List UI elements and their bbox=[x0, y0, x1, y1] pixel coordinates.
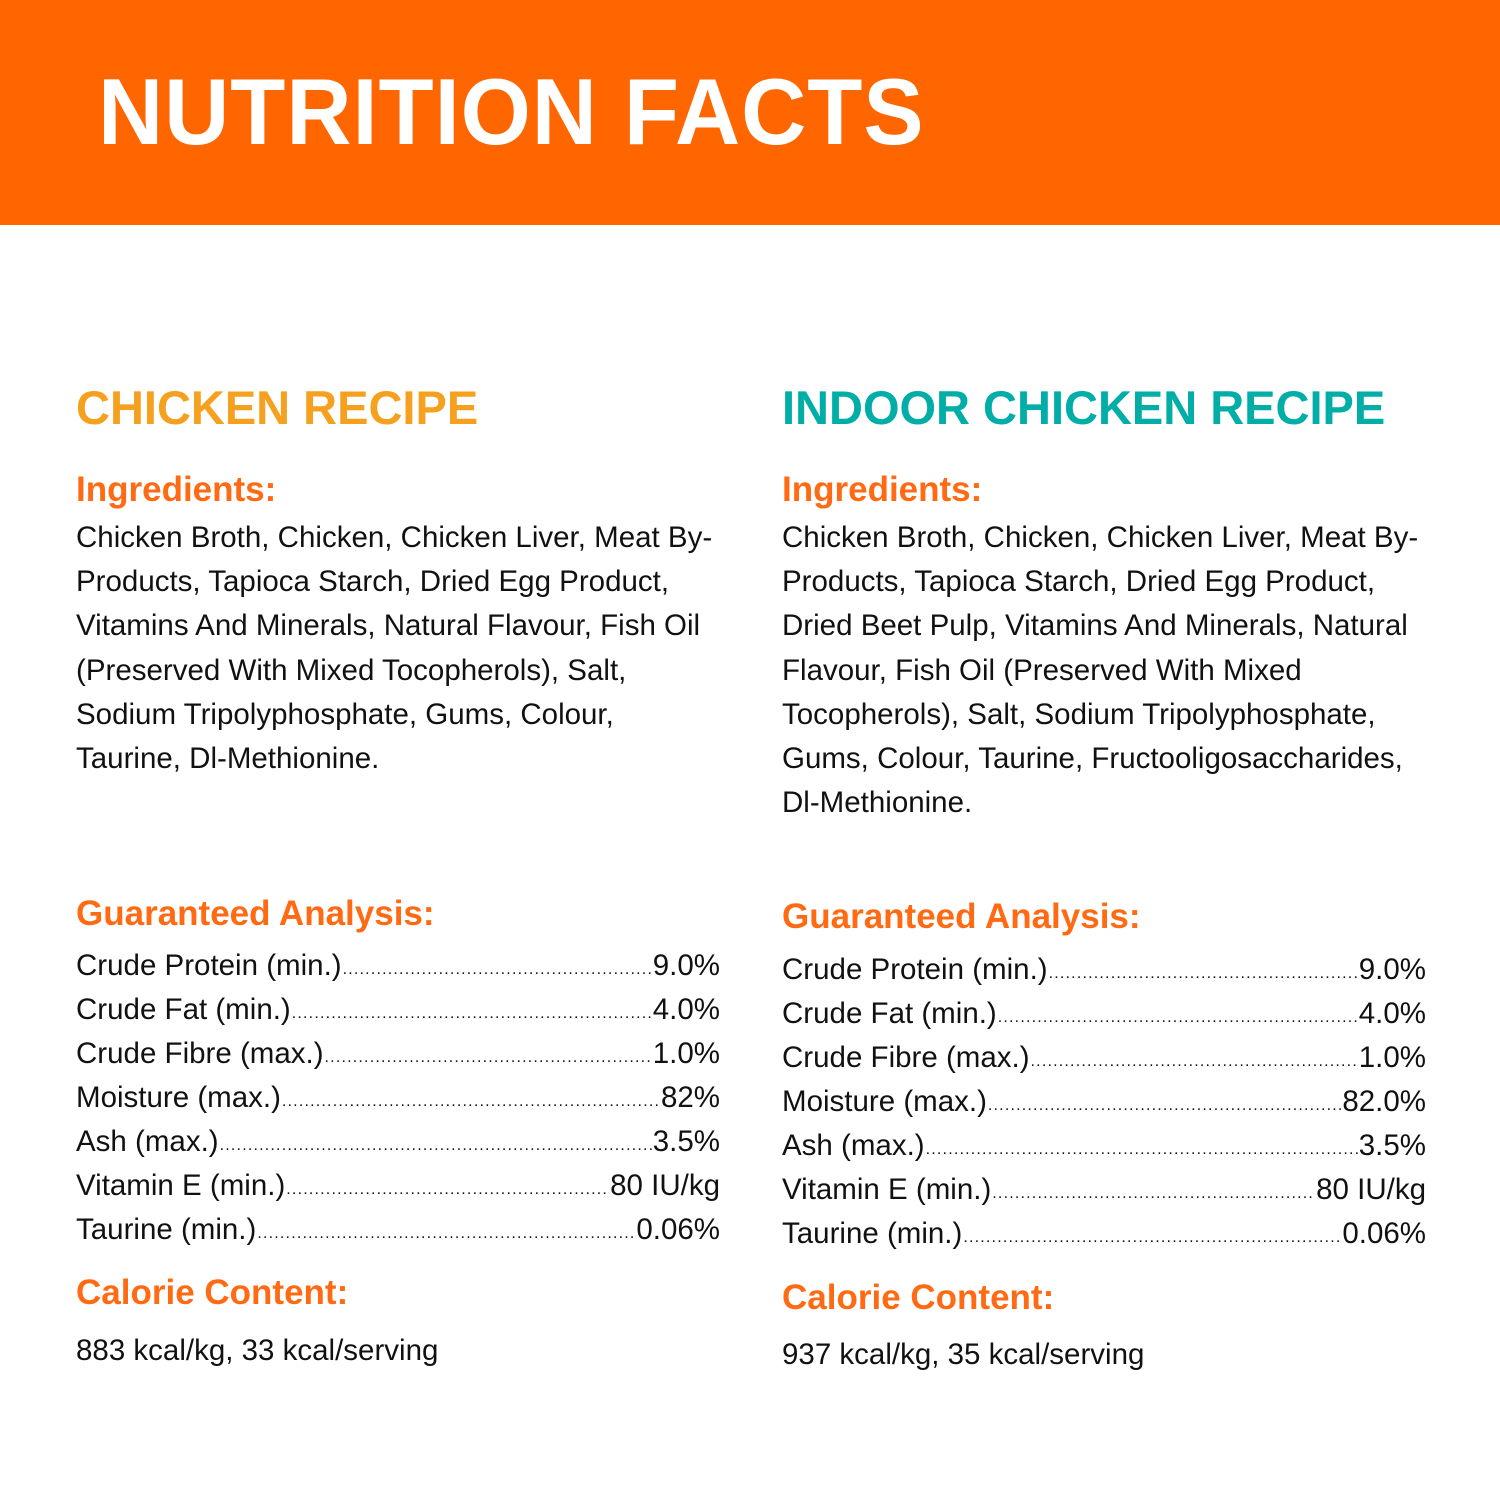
analysis-label: Crude Fibre (max.) bbox=[76, 1037, 324, 1070]
calorie-content-value: 883 kcal/kg, 33 kcal/serving bbox=[76, 1334, 439, 1367]
analysis-label: Vitamin E (min.) bbox=[782, 1173, 992, 1206]
analysis-label: Crude Protein (min.) bbox=[76, 949, 342, 982]
analysis-row: Taurine (min.) .........................… bbox=[76, 1208, 720, 1252]
analysis-value: 82% bbox=[660, 1081, 720, 1114]
leader-dots: ........................................… bbox=[987, 1097, 1342, 1114]
leader-dots: ........................................… bbox=[257, 1225, 636, 1242]
ingredients-heading: Ingredients: bbox=[76, 470, 277, 509]
recipe-title: CHICKEN RECIPE bbox=[76, 381, 479, 434]
analysis-label: Ash (max.) bbox=[782, 1129, 925, 1162]
guaranteed-analysis-list: Crude Protein (min.) ...................… bbox=[782, 948, 1426, 1256]
leader-dots: ........................................… bbox=[342, 961, 652, 978]
calorie-content-heading: Calorie Content: bbox=[782, 1278, 1055, 1317]
guaranteed-analysis-heading: Guaranteed Analysis: bbox=[76, 894, 435, 933]
analysis-row: Moisture (max.) ........................… bbox=[76, 1076, 720, 1120]
leader-dots: ........................................… bbox=[291, 1005, 652, 1022]
analysis-row: Crude Fibre (max.) .....................… bbox=[76, 1032, 720, 1076]
guaranteed-analysis-heading: Guaranteed Analysis: bbox=[782, 897, 1141, 936]
analysis-row: Ash (max.) .............................… bbox=[782, 1124, 1426, 1168]
analysis-value: 0.06% bbox=[1342, 1217, 1426, 1250]
recipe-title: INDOOR CHICKEN RECIPE bbox=[782, 381, 1386, 434]
leader-dots: ........................................… bbox=[281, 1093, 660, 1110]
chicken-recipe-section: CHICKEN RECIPE Ingredients: Chicken Brot… bbox=[76, 378, 726, 1367]
analysis-value: 82.0% bbox=[1342, 1085, 1426, 1118]
leader-dots: ........................................… bbox=[1048, 965, 1358, 982]
analysis-value: 3.5% bbox=[652, 1125, 720, 1158]
analysis-row: Moisture (max.) ........................… bbox=[782, 1080, 1426, 1124]
analysis-label: Taurine (min.) bbox=[782, 1217, 963, 1250]
leader-dots: ........................................… bbox=[1030, 1053, 1358, 1070]
leader-dots: ........................................… bbox=[925, 1141, 1358, 1158]
analysis-label: Moisture (max.) bbox=[76, 1081, 281, 1114]
analysis-value: 4.0% bbox=[1358, 997, 1426, 1030]
analysis-value: 80 IU/kg bbox=[610, 1169, 720, 1202]
ingredients-list: Chicken Broth, Chicken, Chicken Liver, M… bbox=[76, 521, 713, 776]
analysis-value: 3.5% bbox=[1358, 1129, 1426, 1162]
leader-dots: ........................................… bbox=[997, 1009, 1358, 1026]
analysis-label: Crude Fat (min.) bbox=[782, 997, 997, 1030]
analysis-label: Crude Fibre (max.) bbox=[782, 1041, 1030, 1074]
indoor-chicken-recipe-section: INDOOR CHICKEN RECIPE Ingredients: Chick… bbox=[782, 378, 1432, 1371]
analysis-label: Vitamin E (min.) bbox=[76, 1169, 286, 1202]
analysis-row: Crude Protein (min.) ...................… bbox=[76, 944, 720, 988]
analysis-row: Vitamin E (min.) .......................… bbox=[76, 1164, 720, 1208]
leader-dots: ........................................… bbox=[963, 1229, 1342, 1246]
analysis-label: Taurine (min.) bbox=[76, 1213, 257, 1246]
header-banner: NUTRITION FACTS bbox=[0, 0, 1500, 225]
leader-dots: ........................................… bbox=[324, 1049, 652, 1066]
analysis-value: 80 IU/kg bbox=[1316, 1173, 1426, 1206]
analysis-value: 9.0% bbox=[652, 949, 720, 982]
analysis-label: Crude Protein (min.) bbox=[782, 953, 1048, 986]
analysis-row: Crude Fibre (max.) .....................… bbox=[782, 1036, 1426, 1080]
analysis-row: Crude Fat (min.) .......................… bbox=[76, 988, 720, 1032]
page-title: NUTRITION FACTS bbox=[98, 59, 925, 164]
analysis-label: Crude Fat (min.) bbox=[76, 993, 291, 1026]
analysis-value: 1.0% bbox=[1358, 1041, 1426, 1074]
analysis-value: 9.0% bbox=[1358, 953, 1426, 986]
analysis-row: Crude Fat (min.) .......................… bbox=[782, 992, 1426, 1036]
analysis-row: Taurine (min.) .........................… bbox=[782, 1212, 1426, 1256]
analysis-label: Ash (max.) bbox=[76, 1125, 219, 1158]
analysis-value: 1.0% bbox=[652, 1037, 720, 1070]
leader-dots: ........................................… bbox=[219, 1137, 652, 1154]
leader-dots: ........................................… bbox=[992, 1185, 1315, 1202]
ingredients-list: Chicken Broth, Chicken, Chicken Liver, M… bbox=[782, 521, 1419, 820]
analysis-row: Crude Protein (min.) ...................… bbox=[782, 948, 1426, 992]
analysis-value: 4.0% bbox=[652, 993, 720, 1026]
analysis-value: 0.06% bbox=[636, 1213, 720, 1246]
analysis-row: Vitamin E (min.) .......................… bbox=[782, 1168, 1426, 1212]
calorie-content-heading: Calorie Content: bbox=[76, 1273, 349, 1312]
analysis-label: Moisture (max.) bbox=[782, 1085, 987, 1118]
ingredients-heading: Ingredients: bbox=[782, 470, 983, 509]
calorie-content-value: 937 kcal/kg, 35 kcal/serving bbox=[782, 1338, 1145, 1371]
analysis-row: Ash (max.) .............................… bbox=[76, 1120, 720, 1164]
guaranteed-analysis-list: Crude Protein (min.) ...................… bbox=[76, 944, 720, 1252]
leader-dots: ........................................… bbox=[286, 1181, 609, 1198]
